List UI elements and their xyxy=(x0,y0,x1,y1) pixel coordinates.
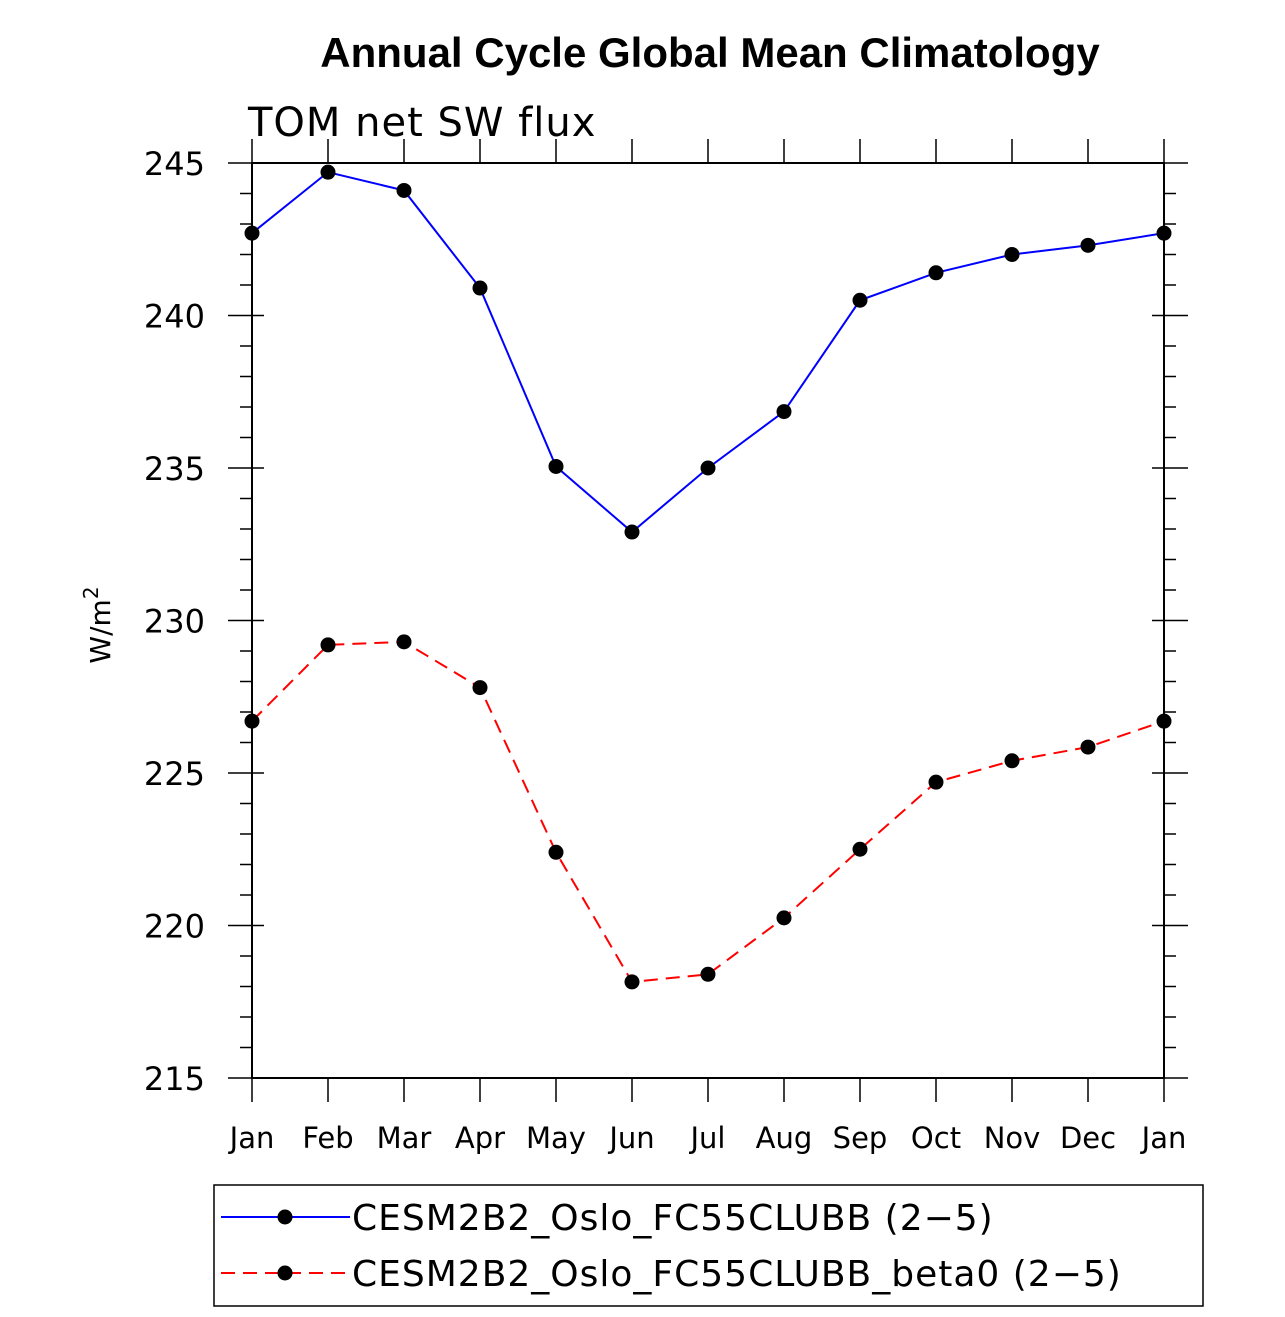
x-tick-label: Jun xyxy=(607,1121,654,1155)
legend: CESM2B2_Oslo_FC55CLUBB (2−5) CESM2B2_Oslo… xyxy=(213,1184,1204,1307)
series-layer xyxy=(244,164,1172,990)
legend-label: CESM2B2_Oslo_FC55CLUBB (2−5) xyxy=(352,1198,994,1239)
data-point xyxy=(700,460,716,476)
chart-title: Annual Cycle Global Mean Climatology xyxy=(320,29,1100,76)
legend-label: CESM2B2_Oslo_FC55CLUBB_beta0 (2−5) xyxy=(352,1254,1122,1295)
data-point xyxy=(928,774,944,790)
data-point xyxy=(396,634,412,650)
data-point xyxy=(396,182,412,198)
legend-swatch-marker xyxy=(277,1209,293,1225)
data-point xyxy=(1156,713,1172,729)
x-tick-label: Aug xyxy=(756,1121,813,1155)
data-point xyxy=(852,292,868,308)
legend-swatch-marker xyxy=(277,1265,293,1281)
y-tick-label: 220 xyxy=(144,908,205,946)
data-point xyxy=(472,680,488,696)
data-point xyxy=(1004,753,1020,769)
data-point xyxy=(1080,739,1096,755)
chart-subtitle: TOM net SW flux xyxy=(247,100,596,146)
x-tick-label: Mar xyxy=(377,1121,432,1155)
x-tick-label: Oct xyxy=(911,1121,961,1155)
legend-box xyxy=(213,1184,1204,1307)
y-axis-label: W/m2 xyxy=(79,586,117,663)
data-point xyxy=(624,974,640,990)
data-point xyxy=(472,280,488,296)
data-point xyxy=(320,637,336,653)
x-tick-label: Apr xyxy=(455,1121,505,1155)
series-2 xyxy=(244,634,1172,990)
data-point xyxy=(624,524,640,540)
y-axis-label-base: W/m xyxy=(84,599,117,663)
data-point xyxy=(320,164,336,180)
x-tick-label: Nov xyxy=(984,1121,1041,1155)
data-point xyxy=(1080,237,1096,253)
x-tick-label: Dec xyxy=(1060,1121,1116,1155)
data-point xyxy=(700,966,716,982)
x-tick-label: Feb xyxy=(302,1121,353,1155)
series-line xyxy=(251,171,1165,534)
x-tick-label: May xyxy=(526,1121,586,1155)
series-1 xyxy=(244,164,1172,540)
y-tick-label: 235 xyxy=(144,450,205,488)
data-point xyxy=(776,404,792,420)
y-axis-label-exponent: 2 xyxy=(79,586,103,599)
data-point xyxy=(244,225,260,241)
plot-border xyxy=(251,162,1165,1079)
data-point xyxy=(1004,247,1020,262)
data-point xyxy=(548,844,564,860)
data-point xyxy=(928,265,944,281)
x-tick-label: Jan xyxy=(1140,1121,1187,1155)
axes: 215 220 225 230 235 240 245 Jan Feb Mar Apr May Jun J… xyxy=(144,139,1188,1155)
data-point xyxy=(1156,225,1172,241)
data-point xyxy=(776,910,792,926)
y-tick-label: 245 xyxy=(144,145,205,183)
plot-frame xyxy=(251,162,1165,1079)
x-tick-label: Sep xyxy=(833,1121,888,1155)
data-point xyxy=(548,458,564,474)
y-tick-label: 225 xyxy=(144,755,205,793)
x-tick-label: Jan xyxy=(228,1121,275,1155)
series-line xyxy=(251,640,1165,983)
y-tick-label: 240 xyxy=(144,298,205,336)
data-point xyxy=(244,713,260,729)
y-tick-label: 215 xyxy=(144,1060,205,1098)
data-point xyxy=(852,841,868,857)
x-tick-label: Jul xyxy=(689,1121,726,1155)
y-tick-label: 230 xyxy=(144,603,205,641)
